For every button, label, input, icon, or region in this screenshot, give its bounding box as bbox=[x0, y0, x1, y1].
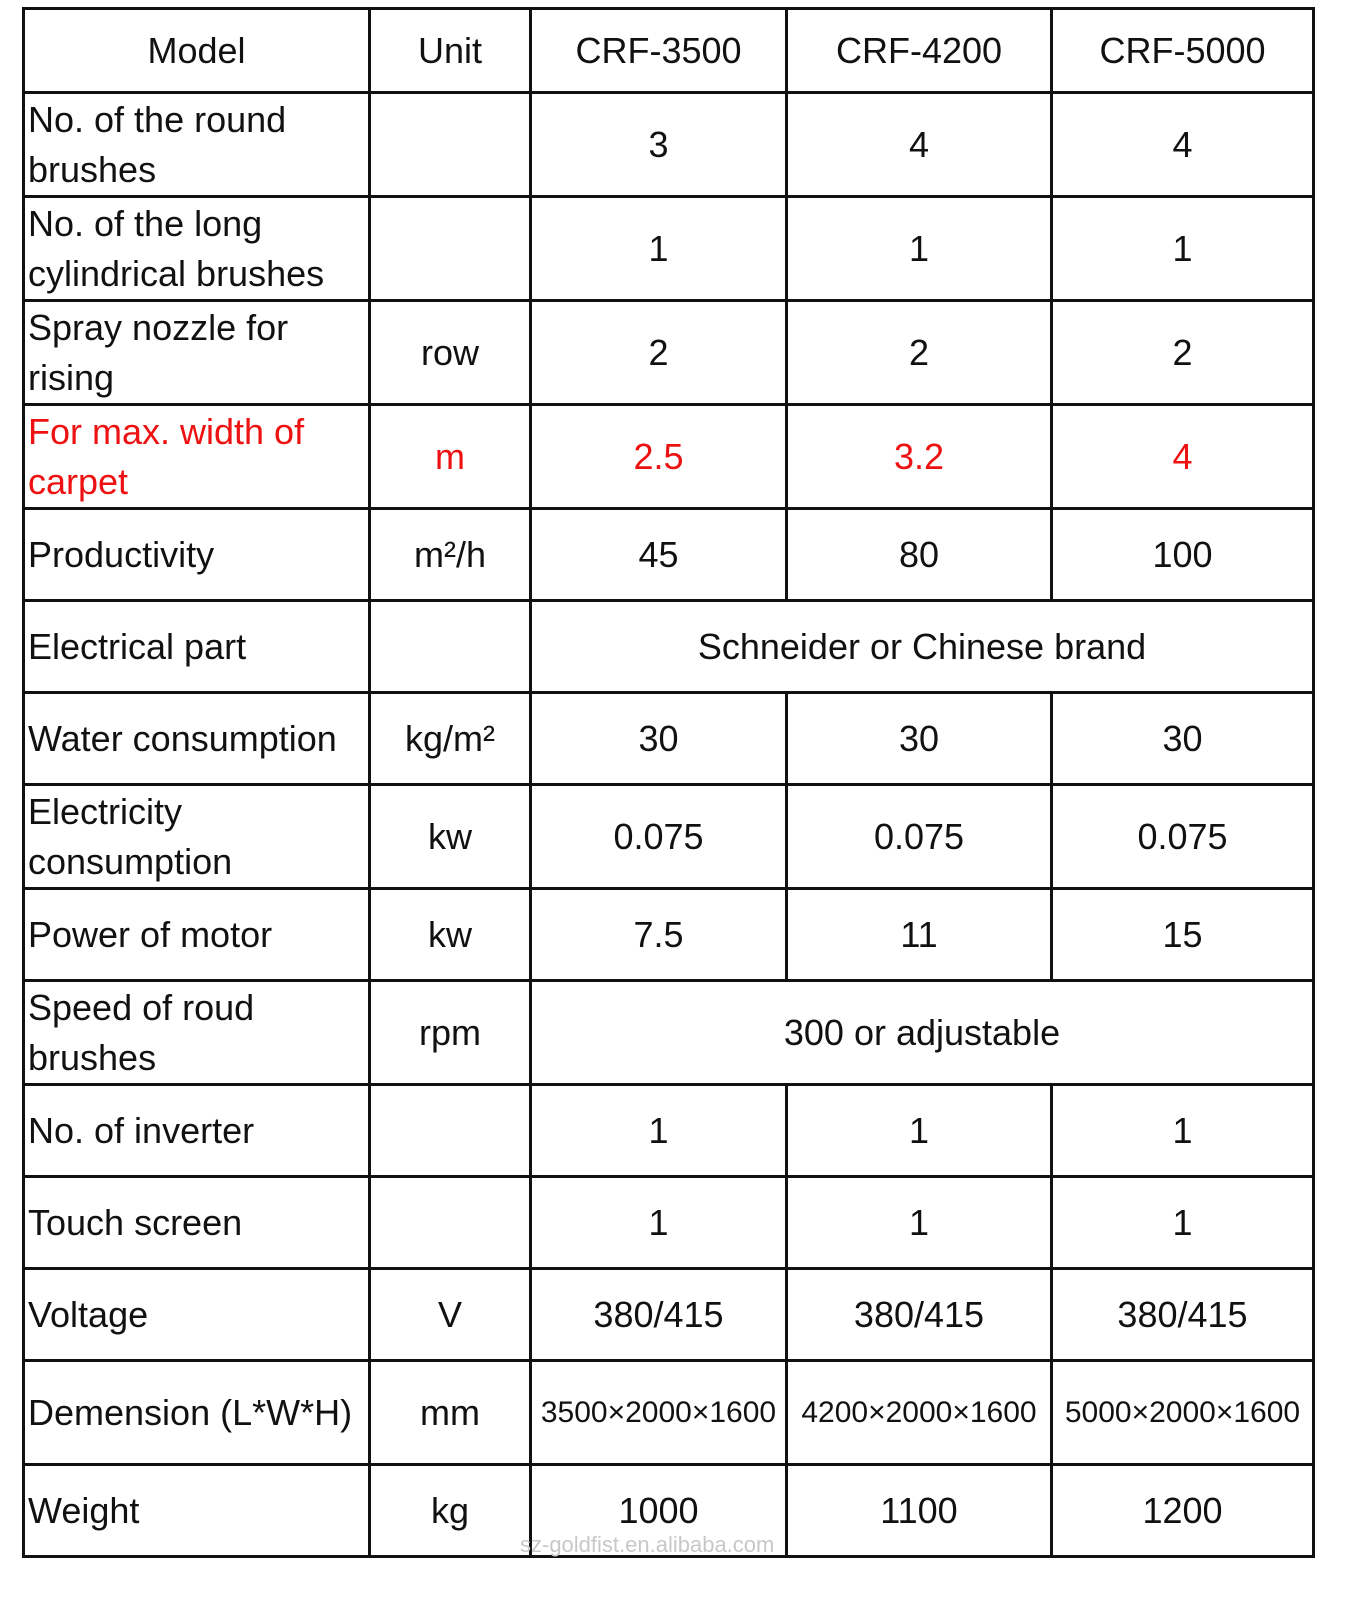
unit-cell: row bbox=[368, 299, 532, 406]
value-cell: 1 bbox=[785, 1175, 1053, 1270]
value-cell: 0.075 bbox=[529, 783, 788, 890]
unit-cell: m bbox=[368, 403, 532, 510]
table-row: Speed of roud brushes rpm 300 or adjusta… bbox=[22, 979, 1315, 1086]
table-row: No. of the long cylindrical brushes 1 1 … bbox=[22, 195, 1315, 302]
param-label: Weight bbox=[22, 1463, 371, 1558]
value-cell: 1200 bbox=[1050, 1463, 1315, 1558]
value-cell: 3500×2000×1600 bbox=[529, 1359, 788, 1466]
value-cell: 4 bbox=[1050, 403, 1315, 510]
value-cell: 3.2 bbox=[785, 403, 1053, 510]
value-cell: 1 bbox=[1050, 1175, 1315, 1270]
merged-value-cell: Schneider or Chinese brand bbox=[529, 599, 1315, 694]
value-cell: 2 bbox=[529, 299, 788, 406]
table-row: Demension (L*W*H) mm 3500×2000×1600 4200… bbox=[22, 1359, 1315, 1466]
table-row: Weight kg 1000 1100 1200 bbox=[22, 1463, 1315, 1558]
table-row: Power of motor kw 7.5 11 15 bbox=[22, 887, 1315, 982]
value-cell: 380/415 bbox=[1050, 1267, 1315, 1362]
table-row: Productivity m²/h 45 80 100 bbox=[22, 507, 1315, 602]
value-cell: 4 bbox=[785, 91, 1053, 198]
value-cell: 1 bbox=[785, 195, 1053, 302]
param-label: Voltage bbox=[22, 1267, 371, 1362]
value-cell: 11 bbox=[785, 887, 1053, 982]
param-label: No. of the long cylindrical brushes bbox=[22, 195, 371, 302]
table-row: Voltage V 380/415 380/415 380/415 bbox=[22, 1267, 1315, 1362]
param-label: Water consumption bbox=[22, 691, 371, 786]
value-cell: 0.075 bbox=[1050, 783, 1315, 890]
table-row: No. of the round brushes 3 4 4 bbox=[22, 91, 1315, 198]
param-label: Touch screen bbox=[22, 1175, 371, 1270]
table-row: Electricity consumption kw 0.075 0.075 0… bbox=[22, 783, 1315, 890]
table-row: Touch screen 1 1 1 bbox=[22, 1175, 1315, 1270]
header-model-2: CRF-4200 bbox=[785, 7, 1053, 94]
value-cell: 1000 bbox=[529, 1463, 788, 1558]
value-cell: 4200×2000×1600 bbox=[785, 1359, 1053, 1466]
value-cell: 2.5 bbox=[529, 403, 788, 510]
param-label: For max. width of carpet bbox=[22, 403, 371, 510]
param-label: Productivity bbox=[22, 507, 371, 602]
value-cell: 100 bbox=[1050, 507, 1315, 602]
header-row: Model Unit CRF-3500 CRF-4200 CRF-5000 bbox=[22, 7, 1315, 94]
value-cell: 1 bbox=[1050, 195, 1315, 302]
value-cell: 45 bbox=[529, 507, 788, 602]
unit-cell bbox=[368, 91, 532, 198]
unit-cell: kg/m² bbox=[368, 691, 532, 786]
value-cell: 5000×2000×1600 bbox=[1050, 1359, 1315, 1466]
param-label: Power of motor bbox=[22, 887, 371, 982]
value-cell: 2 bbox=[785, 299, 1053, 406]
value-cell: 30 bbox=[785, 691, 1053, 786]
header-model-3: CRF-5000 bbox=[1050, 7, 1315, 94]
header-model-1: CRF-3500 bbox=[529, 7, 788, 94]
unit-cell: rpm bbox=[368, 979, 532, 1086]
param-label: Electricity consumption bbox=[22, 783, 371, 890]
unit-cell: kw bbox=[368, 887, 532, 982]
value-cell: 1 bbox=[529, 1083, 788, 1178]
unit-cell bbox=[368, 1175, 532, 1270]
unit-cell: m²/h bbox=[368, 507, 532, 602]
unit-cell: kw bbox=[368, 783, 532, 890]
param-label: Spray nozzle for rising bbox=[22, 299, 371, 406]
param-label: No. of the round brushes bbox=[22, 91, 371, 198]
value-cell: 4 bbox=[1050, 91, 1315, 198]
param-label: Electrical part bbox=[22, 599, 371, 694]
value-cell: 1 bbox=[529, 1175, 788, 1270]
merged-value-cell: 300 or adjustable bbox=[529, 979, 1315, 1086]
watermark: sz-goldfist.en.alibaba.com bbox=[520, 1532, 775, 1557]
header-unit: Unit bbox=[368, 7, 532, 94]
table-row: Electrical part Schneider or Chinese bra… bbox=[22, 599, 1315, 694]
param-label: Speed of roud brushes bbox=[22, 979, 371, 1086]
value-cell: 7.5 bbox=[529, 887, 788, 982]
unit-cell: mm bbox=[368, 1359, 532, 1466]
value-cell: 30 bbox=[529, 691, 788, 786]
table-row: Water consumption kg/m² 30 30 30 bbox=[22, 691, 1315, 786]
value-cell: 80 bbox=[785, 507, 1053, 602]
unit-cell bbox=[368, 1083, 532, 1178]
table-row: No. of inverter 1 1 1 bbox=[22, 1083, 1315, 1178]
table-row: Spray nozzle for rising row 2 2 2 bbox=[22, 299, 1315, 406]
unit-cell: kg bbox=[368, 1463, 532, 1558]
value-cell: 1 bbox=[1050, 1083, 1315, 1178]
value-cell: 3 bbox=[529, 91, 788, 198]
value-cell: 15 bbox=[1050, 887, 1315, 982]
value-cell: 2 bbox=[1050, 299, 1315, 406]
param-label: Demension (L*W*H) bbox=[22, 1359, 371, 1466]
value-cell: 1100 bbox=[785, 1463, 1053, 1558]
unit-cell: V bbox=[368, 1267, 532, 1362]
value-cell: 30 bbox=[1050, 691, 1315, 786]
param-label: No. of inverter bbox=[22, 1083, 371, 1178]
value-cell: 380/415 bbox=[785, 1267, 1053, 1362]
unit-cell bbox=[368, 195, 532, 302]
unit-cell bbox=[368, 599, 532, 694]
value-cell: 380/415 bbox=[529, 1267, 788, 1362]
value-cell: 1 bbox=[785, 1083, 1053, 1178]
header-model: Model bbox=[22, 7, 371, 94]
spec-table: Model Unit CRF-3500 CRF-4200 CRF-5000 No… bbox=[22, 7, 1315, 1558]
value-cell: 0.075 bbox=[785, 783, 1053, 890]
value-cell: 1 bbox=[529, 195, 788, 302]
table-row-highlighted: For max. width of carpet m 2.5 3.2 4 bbox=[22, 403, 1315, 510]
